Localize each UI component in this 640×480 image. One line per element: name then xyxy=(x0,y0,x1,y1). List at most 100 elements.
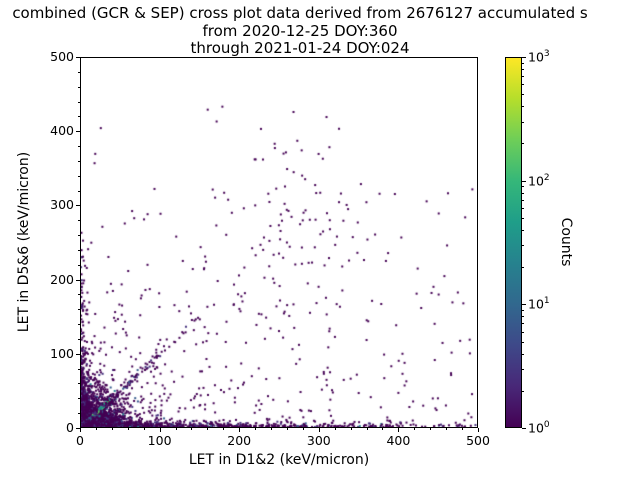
colorbar-label: Counts xyxy=(558,217,574,267)
x-minor-tick xyxy=(143,428,145,430)
y-tick-label: 100 xyxy=(50,345,74,361)
y-tick xyxy=(76,353,80,355)
y-tick-label: 500 xyxy=(50,48,74,64)
y-minor-tick xyxy=(78,86,80,88)
x-tick-label: 0 xyxy=(76,433,84,448)
x-minor-tick xyxy=(223,428,225,430)
colorbar-minor-tick xyxy=(522,106,524,108)
x-minor-tick xyxy=(207,428,209,430)
x-minor-tick xyxy=(382,428,384,430)
x-minor-tick xyxy=(366,428,368,430)
colorbar-minor-tick xyxy=(522,208,524,210)
y-tick-label: 400 xyxy=(50,122,74,138)
y-tick xyxy=(76,279,80,281)
colorbar-tick-label: 100 xyxy=(528,420,550,436)
x-tick xyxy=(398,428,400,432)
x-minor-tick xyxy=(175,428,177,430)
colorbar-minor-tick xyxy=(522,323,524,325)
y-tick-label: 200 xyxy=(50,271,74,287)
y-minor-tick xyxy=(78,116,80,118)
x-tick-label: 400 xyxy=(386,433,411,448)
y-minor-tick xyxy=(78,220,80,222)
colorbar-minor-tick xyxy=(522,353,524,355)
y-minor-tick xyxy=(78,338,80,340)
colorbar-minor-tick xyxy=(522,199,524,201)
colorbar-tick-label: 103 xyxy=(528,49,550,65)
x-minor-tick xyxy=(446,428,448,430)
colorbar-minor-tick xyxy=(522,84,524,86)
x-minor-tick xyxy=(462,428,464,430)
colorbar-minor-tick xyxy=(522,94,524,96)
x-tick-label: 300 xyxy=(306,433,331,448)
x-tick-label: 500 xyxy=(466,433,490,448)
y-minor-tick xyxy=(78,398,80,400)
y-tick xyxy=(76,131,80,133)
y-minor-tick xyxy=(78,324,80,326)
colorbar-minor-tick xyxy=(522,341,524,343)
colorbar-minor-tick xyxy=(522,316,524,318)
colorbar-minor-tick xyxy=(522,390,524,392)
x-tick-label: 100 xyxy=(147,433,172,448)
y-minor-tick xyxy=(78,190,80,192)
y-tick xyxy=(76,205,80,207)
x-minor-tick xyxy=(191,428,193,430)
x-axis-label: LET in D1&2 (keV/micron) xyxy=(188,452,370,468)
y-tick xyxy=(76,57,80,58)
y-tick-label: 0 xyxy=(66,419,74,435)
x-minor-tick xyxy=(271,428,273,430)
colorbar-tick xyxy=(522,428,526,429)
colorbar-minor-tick xyxy=(522,229,524,231)
x-minor-tick xyxy=(430,428,432,430)
colorbar-tick xyxy=(522,304,526,306)
x-tick xyxy=(159,428,161,432)
y-minor-tick xyxy=(78,309,80,311)
colorbar-minor-tick xyxy=(522,368,524,370)
chart-title-line2: from 2020-12-25 DOY:360 xyxy=(202,21,398,40)
colorbar-tick-label: 102 xyxy=(528,172,550,188)
y-minor-tick xyxy=(78,175,80,177)
x-tick xyxy=(80,428,81,432)
x-minor-tick xyxy=(286,428,288,430)
colorbar-tick xyxy=(522,180,526,182)
colorbar-minor-tick xyxy=(522,217,524,219)
x-minor-tick xyxy=(95,428,97,430)
x-minor-tick xyxy=(350,428,352,430)
x-tick-label: 200 xyxy=(227,433,252,448)
colorbar-minor-tick xyxy=(522,331,524,333)
colorbar-tick xyxy=(522,57,526,58)
y-tick-label: 300 xyxy=(50,197,74,213)
colorbar-minor-tick xyxy=(522,62,524,64)
x-tick xyxy=(318,428,320,432)
x-minor-tick xyxy=(414,428,416,430)
colorbar-minor-tick xyxy=(522,76,524,78)
plot-area xyxy=(80,57,478,428)
colorbar-minor-tick xyxy=(522,267,524,269)
y-minor-tick xyxy=(78,413,80,415)
colorbar xyxy=(505,57,522,428)
y-minor-tick xyxy=(78,71,80,73)
x-tick xyxy=(239,428,241,432)
chart-title: combined (GCR & SEP) cross plot data der… xyxy=(12,4,588,58)
colorbar-minor-tick xyxy=(522,68,524,70)
y-minor-tick xyxy=(78,146,80,148)
colorbar-minor-tick xyxy=(522,309,524,311)
colorbar-tick-label: 101 xyxy=(528,296,550,312)
x-minor-tick xyxy=(334,428,336,430)
x-minor-tick xyxy=(255,428,257,430)
colorbar-minor-tick xyxy=(522,192,524,194)
y-minor-tick xyxy=(78,368,80,370)
y-minor-tick xyxy=(78,160,80,162)
chart-title-line1: combined (GCR & SEP) cross plot data der… xyxy=(12,4,588,22)
y-tick xyxy=(76,428,80,429)
y-minor-tick xyxy=(78,383,80,385)
y-minor-tick xyxy=(78,101,80,103)
y-minor-tick xyxy=(78,264,80,266)
colorbar-minor-tick xyxy=(522,245,524,247)
colorbar-minor-tick xyxy=(522,121,524,123)
x-tick xyxy=(478,428,479,432)
colorbar-minor-tick xyxy=(522,186,524,188)
x-minor-tick xyxy=(127,428,129,430)
y-axis-label: LET in D5&6 (keV/micron) xyxy=(16,151,32,333)
y-minor-tick xyxy=(78,294,80,296)
